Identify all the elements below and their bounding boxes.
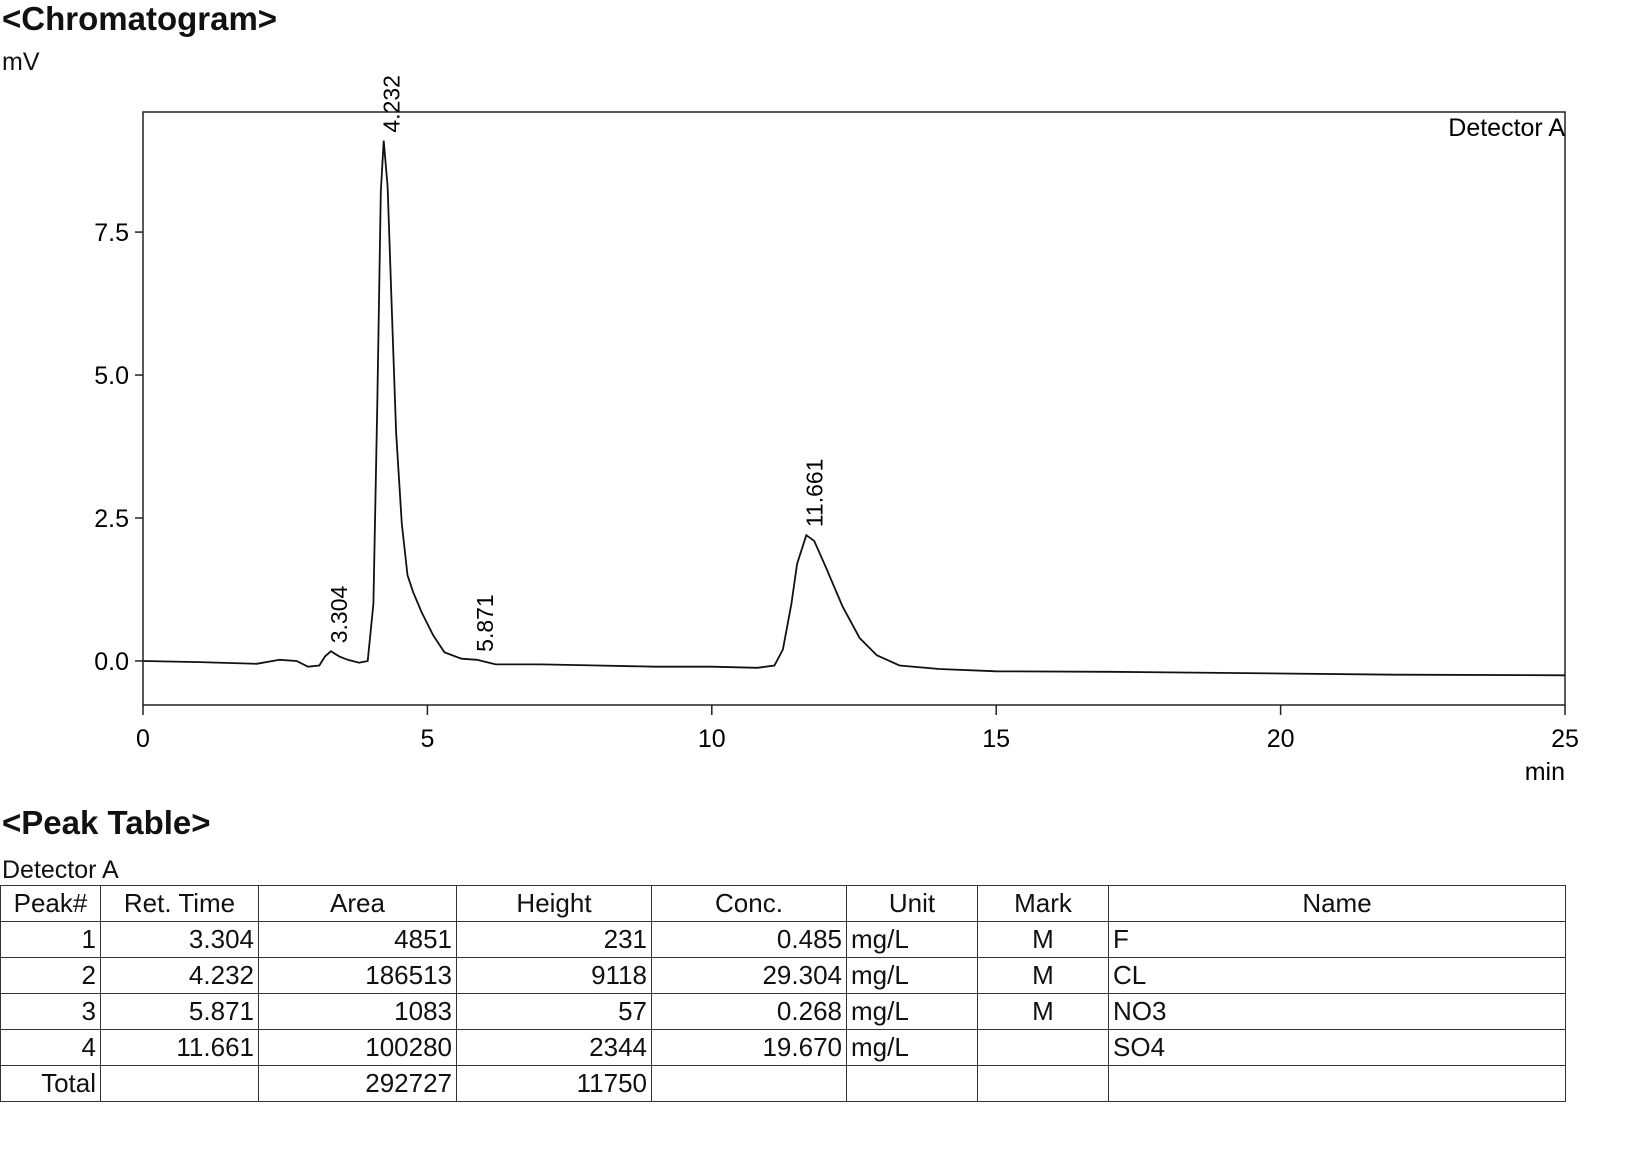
table-cell: 3 [0, 993, 101, 1030]
table-cell: 0.485 [651, 921, 847, 958]
peak-label: 3.304 [326, 585, 352, 643]
table-cell: 4 [0, 1029, 101, 1066]
table-cell: mg/L [846, 993, 978, 1030]
peak-label: 5.871 [472, 594, 498, 652]
table-cell: NO3 [1108, 993, 1566, 1030]
column-header: Name [1108, 885, 1566, 922]
table-row: Total 292727 11750 [0, 1065, 1566, 1102]
table-cell: CL [1108, 957, 1566, 994]
column-header: Peak# [0, 885, 101, 922]
x-tick-label: 25 [1551, 725, 1579, 753]
table-cell [977, 1065, 1109, 1102]
x-tick-label: 0 [136, 725, 150, 753]
chart: 0.0 2.5 5.0 7.5 0 5 10 15 20 25 min Detector A 3.304… [94, 75, 1579, 786]
column-header: Ret. Time [100, 885, 259, 922]
table-cell: 5.871 [100, 993, 259, 1030]
header-row: Peak# Ret. Time Area Height Conc. Unit Mark Nam… [0, 885, 1566, 922]
chart-title: <Chromatogram> [2, 0, 278, 37]
table-cell: SO4 [1108, 1029, 1566, 1066]
table-cell: 4851 [258, 921, 457, 958]
table-cell: 2 [0, 957, 101, 994]
column-header: Conc. [651, 885, 847, 922]
table-detector: Detector A [2, 856, 119, 884]
table-cell [846, 1065, 978, 1102]
y-tick-label: 0.0 [94, 648, 129, 676]
table-cell: 2344 [456, 1029, 652, 1066]
y-tick-label: 5.0 [94, 362, 129, 390]
peak-table: Peak# Ret. Time Area Height Conc. Unit Mark Nam… [0, 885, 1566, 1102]
table-row: 4 11.661 100280 2344 19.670 mg/L SO4 [0, 1029, 1566, 1066]
table-cell: 0.268 [651, 993, 847, 1030]
y-tick-label: 7.5 [94, 219, 129, 247]
trace [142, 140, 1566, 677]
table-cell: 29.304 [651, 957, 847, 994]
table-cell: Total [0, 1065, 101, 1102]
y-tick-label: 2.5 [94, 505, 129, 533]
table-cell: 4.232 [100, 957, 259, 994]
peak-label: 4.232 [379, 75, 405, 133]
table-cell: mg/L [846, 921, 978, 958]
table-cell: 3.304 [100, 921, 259, 958]
table-row: 2 4.232 186513 9118 29.304 mg/L M CL [0, 957, 1566, 994]
y-unit: mV [2, 48, 40, 76]
column-header: Area [258, 885, 457, 922]
table-cell: 57 [456, 993, 652, 1030]
table-cell: F [1108, 921, 1566, 958]
column-header: Unit [846, 885, 978, 922]
plot-frame [142, 111, 1566, 706]
table-row: 3 5.871 1083 57 0.268 mg/L M NO3 [0, 993, 1566, 1030]
x-unit: min [1525, 758, 1565, 786]
table-cell: 1083 [258, 993, 457, 1030]
column-header: Height [456, 885, 652, 922]
table-cell: 186513 [258, 957, 457, 994]
x-tick-label: 20 [1267, 725, 1295, 753]
table-cell [1108, 1065, 1566, 1102]
table-cell: 231 [456, 921, 652, 958]
table-cell: 1 [0, 921, 101, 958]
detector-label: Detector A [1448, 114, 1565, 142]
table-cell: 100280 [258, 1029, 457, 1066]
x-tick-label: 15 [982, 725, 1010, 753]
table-cell [977, 1029, 1109, 1066]
column-header: Mark [977, 885, 1109, 922]
table-cell: 11750 [456, 1065, 652, 1102]
table-row: 1 3.304 4851 231 0.485 mg/L M F [0, 921, 1566, 958]
table-cell: mg/L [846, 957, 978, 994]
peak-label: 11.661 [801, 459, 827, 528]
table-cell: mg/L [846, 1029, 978, 1066]
x-tick-label: 5 [420, 725, 434, 753]
table-cell: M [977, 957, 1109, 994]
table-cell: M [977, 993, 1109, 1030]
table-cell: M [977, 921, 1109, 958]
x-tick-label: 10 [698, 725, 726, 753]
table-cell: 11.661 [100, 1029, 259, 1066]
table-title: <Peak Table> [2, 804, 211, 841]
table-cell [100, 1065, 259, 1102]
table-cell: 19.670 [651, 1029, 847, 1066]
table-cell [651, 1065, 847, 1102]
table-cell: 9118 [456, 957, 652, 994]
table-cell: 292727 [258, 1065, 457, 1102]
